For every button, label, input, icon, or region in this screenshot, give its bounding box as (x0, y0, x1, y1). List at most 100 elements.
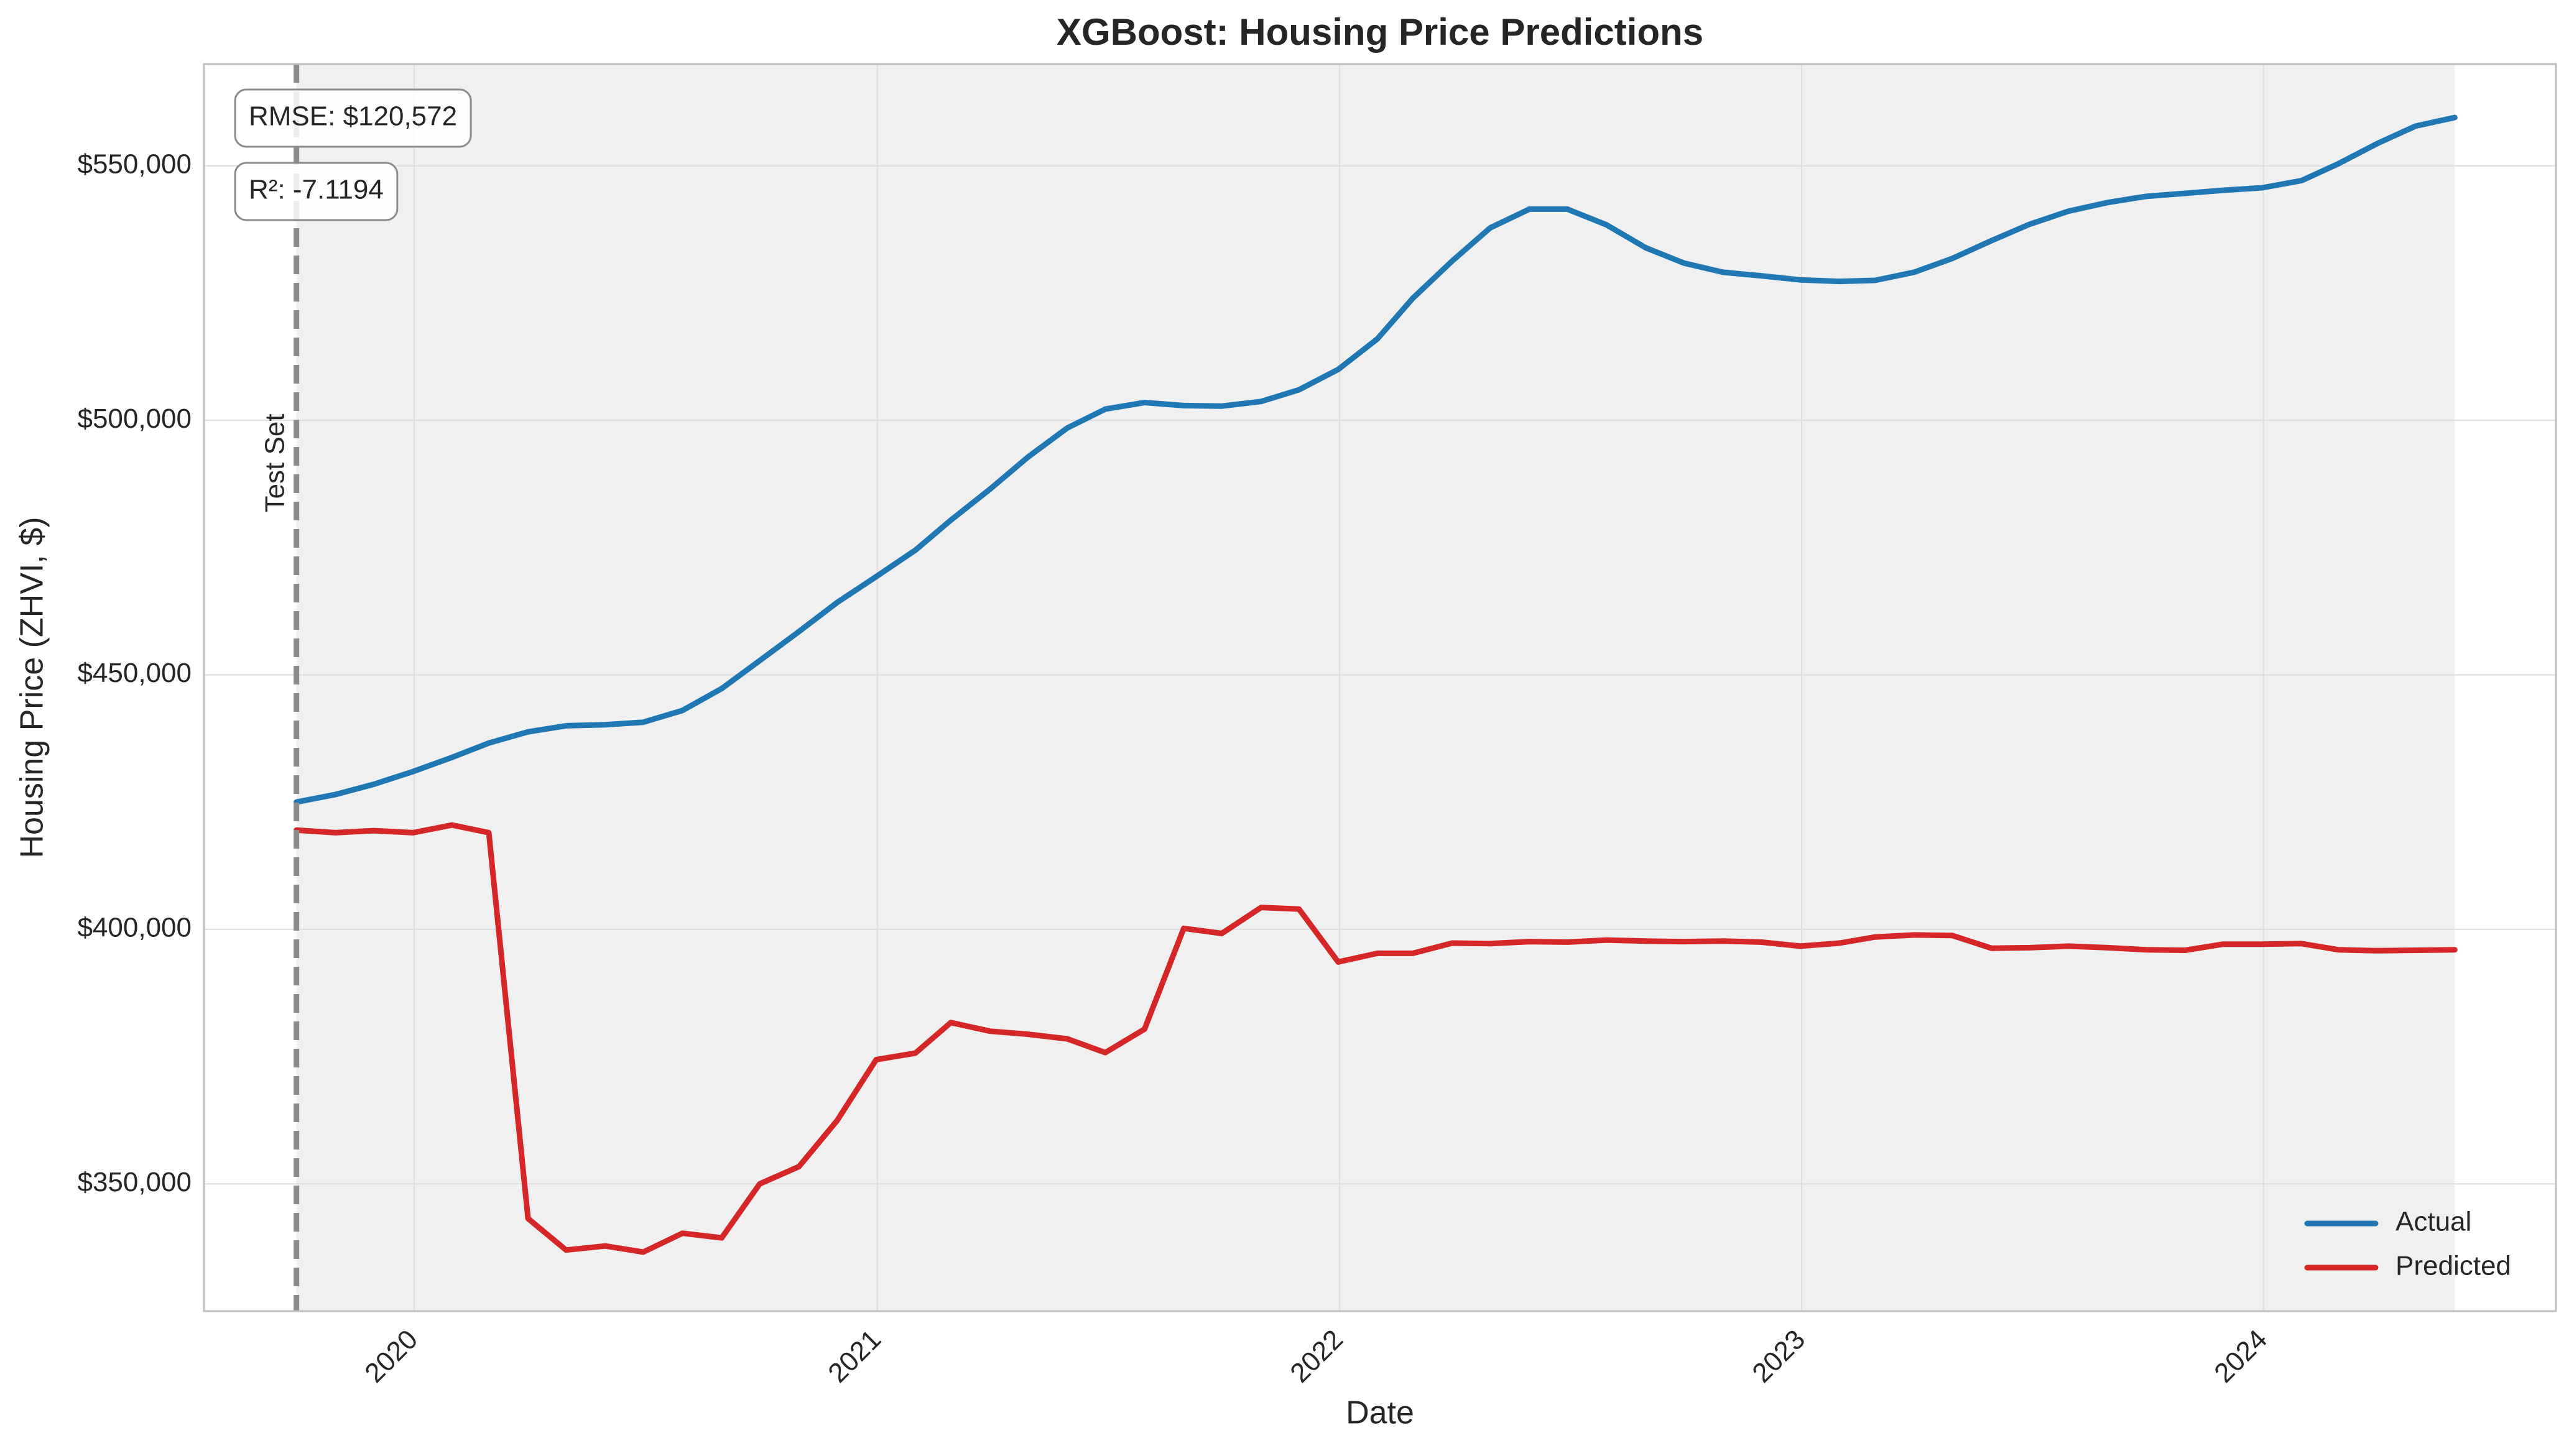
data-point-predicted (641, 1250, 646, 1255)
data-point-actual (1220, 403, 1225, 408)
data-point-actual (757, 658, 762, 663)
data-point-predicted (1025, 1032, 1030, 1037)
data-point-predicted (2260, 942, 2265, 947)
data-point-actual (1950, 256, 1955, 261)
data-point-predicted (371, 828, 376, 833)
data-point-actual (948, 518, 953, 523)
data-point-predicted (333, 830, 338, 835)
data-point-actual (720, 686, 725, 691)
data-point-actual (1450, 259, 1455, 264)
data-point-actual (371, 782, 376, 787)
y-axis-label: Housing Price (ZHVI, $) (14, 517, 50, 858)
data-point-predicted (1643, 939, 1648, 944)
data-point-actual (563, 723, 568, 728)
data-point-predicted (1950, 933, 1955, 938)
data-point-actual (1989, 238, 1994, 243)
x-tick-label: 2024 (2208, 1324, 2273, 1389)
x-tick-label: 2020 (359, 1324, 424, 1389)
data-point-actual (1103, 407, 1108, 412)
y-tick-label: $450,000 (77, 658, 192, 688)
data-point-actual (486, 740, 491, 745)
legend-label-actual: Actual (2396, 1207, 2471, 1237)
data-point-predicted (2413, 947, 2418, 952)
data-point-actual (2260, 185, 2265, 190)
metric-annotation-text: RMSE: $120,572 (249, 101, 457, 132)
data-point-predicted (1336, 959, 1341, 964)
x-tick-label: 2022 (1284, 1324, 1349, 1389)
data-point-predicted (1297, 906, 1302, 911)
data-point-predicted (1488, 941, 1493, 946)
data-point-predicted (1142, 1026, 1147, 1031)
data-point-predicted (680, 1231, 685, 1236)
data-point-actual (913, 548, 918, 553)
metric-annotation-frame (234, 88, 472, 148)
series-group (294, 114, 2458, 1255)
data-point-actual (1488, 226, 1493, 231)
data-point-actual (2452, 115, 2457, 120)
data-point-predicted (720, 1235, 725, 1240)
gridlines (204, 64, 2556, 1311)
data-point-predicted (835, 1118, 840, 1123)
data-point-predicted (1450, 941, 1455, 946)
data-point-actual (1798, 277, 1803, 282)
data-point-actual (1375, 336, 1380, 341)
series-line-actual (294, 114, 2458, 805)
data-point-actual (1065, 425, 1070, 430)
data-point-actual (2105, 200, 2110, 205)
data-point-actual (2066, 209, 2071, 214)
data-point-actual (1912, 270, 1917, 275)
data-point-predicted (988, 1029, 993, 1034)
data-point-predicted (757, 1181, 762, 1186)
data-point-actual (680, 708, 685, 713)
data-point-predicted (563, 1248, 568, 1253)
data-point-predicted (486, 830, 491, 835)
data-point-actual (2027, 222, 2032, 227)
data-point-predicted (1065, 1036, 1070, 1041)
data-point-predicted (2183, 947, 2188, 952)
data-point-predicted (913, 1051, 918, 1056)
x-axis-label: Date (1346, 1395, 1414, 1431)
metric-annotation-frame (234, 162, 399, 221)
data-point-predicted (1565, 939, 1570, 944)
data-point-actual (1873, 278, 1877, 283)
data-point-actual (2375, 141, 2380, 146)
data-point-predicted (525, 1216, 530, 1221)
data-point-predicted (1527, 939, 1532, 944)
x-tick-label: 2021 (822, 1324, 887, 1389)
series-line-predicted (294, 822, 2458, 1255)
data-point-predicted (1682, 939, 1687, 944)
metric-annotation-text: R²: -7.1194 (249, 175, 384, 205)
data-point-actual (1336, 367, 1341, 372)
x-axis-ticks: 2020 2021 2022 2023 2024 (359, 1324, 2273, 1389)
data-point-predicted (410, 830, 415, 835)
data-point-actual (988, 487, 993, 492)
data-point-actual (835, 600, 840, 605)
data-point-actual (333, 792, 338, 797)
data-point-actual (1410, 296, 1415, 301)
data-point-actual (797, 629, 802, 634)
data-point-predicted (1259, 905, 1264, 910)
data-point-actual (1604, 223, 1609, 228)
legend-label-predicted: Predicted (2396, 1251, 2511, 1281)
data-point-actual (1297, 387, 1302, 392)
data-point-actual (2299, 178, 2304, 183)
data-point-predicted (874, 1057, 879, 1062)
data-point-actual (1025, 454, 1030, 459)
data-point-predicted (2452, 947, 2457, 952)
data-point-actual (1259, 399, 1264, 404)
data-point-predicted (797, 1164, 802, 1169)
data-point-predicted (1220, 931, 1225, 936)
data-point-predicted (1721, 939, 1726, 944)
data-point-actual (2183, 191, 2188, 196)
metric-annotations: RMSE: $120,572 R²: -7.1194 (234, 88, 472, 221)
data-point-actual (1721, 270, 1726, 275)
data-point-actual (641, 720, 646, 725)
data-point-predicted (1989, 946, 1994, 951)
y-axis-ticks: $350,000 $400,000 $450,000 $500,000 $550,000 (77, 149, 192, 1197)
data-point-actual (1181, 403, 1186, 408)
data-point-predicted (2066, 944, 2071, 949)
x-tick-label: 2023 (1746, 1324, 1811, 1389)
legend: Actual Predicted (2304, 1207, 2511, 1281)
data-point-actual (1527, 206, 1532, 211)
